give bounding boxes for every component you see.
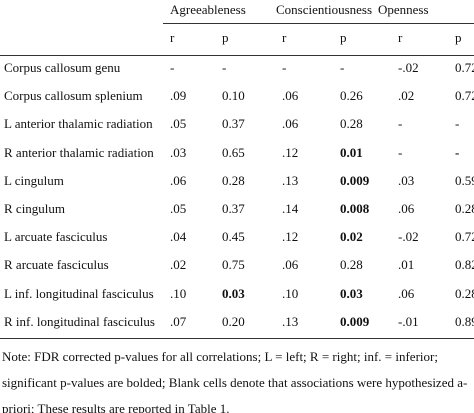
cell: .02 bbox=[170, 257, 187, 273]
group-header: Openness bbox=[378, 2, 429, 17]
cell: 0.03 bbox=[222, 285, 245, 301]
row-label: L inf. longitudinal fasciculus bbox=[4, 285, 154, 301]
cell: .05 bbox=[170, 116, 187, 132]
cell: .09 bbox=[170, 88, 187, 104]
row-label: L anterior thalamic radiation bbox=[4, 116, 153, 132]
cell: .10 bbox=[282, 285, 299, 301]
cell: .01 bbox=[398, 257, 415, 273]
cell: 0.82 bbox=[455, 257, 474, 273]
cell: -.02 bbox=[398, 229, 419, 245]
cell: 0.02 bbox=[340, 229, 363, 245]
cell: 0.37 bbox=[222, 116, 245, 132]
cell: - bbox=[455, 144, 460, 160]
cell: 0.28 bbox=[340, 257, 363, 273]
cell: 0.009 bbox=[340, 313, 370, 329]
cell: - bbox=[455, 116, 460, 132]
header-rule bbox=[0, 55, 474, 56]
cell: - bbox=[282, 60, 287, 75]
cell: .10 bbox=[170, 285, 187, 301]
cell: 0.009 bbox=[340, 172, 370, 188]
cell: - bbox=[398, 116, 403, 132]
cell: .04 bbox=[170, 229, 187, 245]
cell: 0.008 bbox=[340, 201, 370, 216]
cell: 0.28 bbox=[340, 116, 363, 132]
cell: 0.37 bbox=[222, 201, 245, 216]
cell: .12 bbox=[282, 229, 299, 245]
row-label: L arcuate fasciculus bbox=[4, 229, 108, 245]
cell: .13 bbox=[282, 172, 299, 188]
sub-header: r bbox=[398, 30, 403, 45]
cell: .06 bbox=[170, 172, 187, 188]
cell: .02 bbox=[398, 88, 415, 104]
cell: -.01 bbox=[398, 313, 419, 329]
group-header: Conscientiousness bbox=[276, 2, 373, 17]
row-label: R anterior thalamic radiation bbox=[4, 144, 154, 160]
cell: .12 bbox=[282, 144, 299, 160]
cell: 0.89 bbox=[455, 313, 474, 329]
cell: 0.28 bbox=[455, 201, 474, 216]
row-label: Corpus callosum genu bbox=[4, 60, 121, 75]
cell: -.02 bbox=[398, 60, 419, 75]
cell: 0.75 bbox=[222, 257, 245, 273]
cell: 0.28 bbox=[222, 172, 245, 188]
cell: .03 bbox=[170, 144, 187, 160]
cell: 0.28 bbox=[455, 285, 474, 301]
cell: 0.20 bbox=[222, 313, 245, 329]
group-header: Agreeableness bbox=[170, 2, 246, 17]
sub-header: r bbox=[170, 30, 175, 45]
cell: 0.72 bbox=[455, 60, 474, 75]
row-label: R inf. longitudinal fasciculus bbox=[4, 313, 155, 329]
cell: 0.45 bbox=[222, 229, 245, 245]
cell: - bbox=[340, 60, 345, 75]
cell: .06 bbox=[282, 257, 299, 273]
cell: 0.03 bbox=[340, 285, 363, 301]
row-label: L cingulum bbox=[4, 172, 64, 188]
cell: .07 bbox=[170, 313, 187, 329]
cell: - bbox=[222, 60, 227, 75]
cell: 0.10 bbox=[222, 88, 245, 104]
sub-header: p bbox=[340, 30, 347, 45]
cell: .06 bbox=[282, 88, 299, 104]
row-label: R cingulum bbox=[4, 201, 66, 216]
cell: - bbox=[398, 144, 403, 160]
cell: .05 bbox=[170, 201, 187, 216]
cell: .14 bbox=[282, 201, 299, 216]
cell: 0.72 bbox=[455, 229, 474, 245]
sub-header: p bbox=[222, 30, 229, 45]
row-label: Corpus callosum splenium bbox=[4, 88, 143, 104]
group-rule bbox=[163, 23, 474, 24]
cell: - bbox=[170, 60, 175, 75]
cell: 0.72 bbox=[455, 88, 474, 104]
cell: 0.01 bbox=[340, 144, 363, 160]
cell: .03 bbox=[398, 172, 415, 188]
cell: .06 bbox=[282, 116, 299, 132]
cell: 0.26 bbox=[340, 88, 363, 104]
row-label: R arcuate fasciculus bbox=[4, 257, 109, 273]
bottom-rule bbox=[0, 338, 474, 339]
sub-header: p bbox=[455, 30, 462, 45]
cell: .13 bbox=[282, 313, 299, 329]
cell: 0.65 bbox=[222, 144, 245, 160]
cell: 0.59 bbox=[455, 172, 474, 188]
table-note: Note: FDR corrected p-values for all cor… bbox=[2, 349, 468, 413]
sub-header: r bbox=[282, 30, 287, 45]
cell: .06 bbox=[398, 285, 415, 301]
cell: .06 bbox=[398, 201, 415, 216]
